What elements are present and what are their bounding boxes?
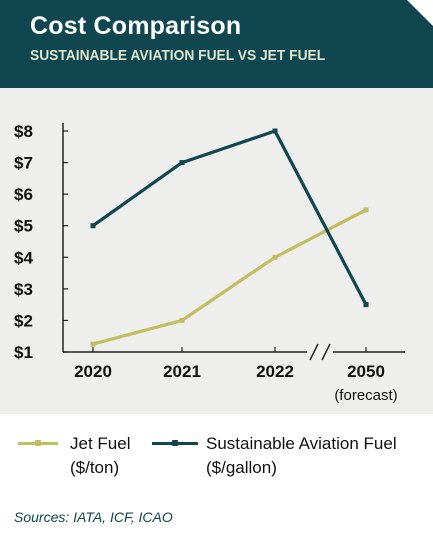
data-point-saf [272, 128, 278, 134]
legend-swatch-jet-fuel [18, 440, 58, 446]
y-tick-label: $3 [14, 280, 33, 299]
data-point-saf [90, 223, 96, 229]
data-point-jet-fuel [179, 317, 185, 323]
header-banner: Cost Comparison SUSTAINABLE AVIATION FUE… [0, 0, 433, 88]
legend-sublabel-saf: ($/gallon) [206, 458, 277, 477]
data-point-jet-fuel [90, 341, 96, 347]
y-tick-label: $5 [14, 217, 33, 236]
data-point-jet-fuel [272, 254, 278, 260]
x-tick-sublabel: (forecast) [334, 387, 397, 404]
axis-break-mark [321, 343, 331, 361]
x-tick-label: 2050 [347, 362, 385, 381]
plot-panel [0, 88, 433, 414]
sources-note: Sources: IATA, ICF, ICAO [14, 509, 173, 525]
line-chart: $1 $2 $3 $4 $5 $6 $7 $8 2020 2021 2022 2050 (forecas… [14, 122, 405, 404]
y-tick-label: $4 [14, 248, 33, 267]
legend: Jet Fuel ($/ton) Sustainable Aviation Fu… [0, 414, 433, 494]
x-tick-label: 2021 [163, 362, 201, 381]
data-point-saf [179, 160, 185, 166]
data-point-jet-fuel [363, 207, 369, 213]
y-tick-label: $8 [14, 122, 33, 141]
y-tick-label: $2 [14, 311, 33, 330]
y-tick-label: $7 [14, 154, 33, 173]
legend-label-jet-fuel: Jet Fuel [70, 434, 131, 453]
axis-break-mark [309, 343, 319, 361]
x-tick-label: 2020 [74, 362, 112, 381]
legend-sublabel-jet-fuel: ($/ton) [70, 458, 120, 477]
y-tick-label: $6 [14, 185, 33, 204]
series-line-saf [92, 129, 368, 306]
x-tick-label: 2022 [256, 362, 294, 381]
chart-subtitle: SUSTAINABLE AVIATION FUEL VS JET FUEL [30, 47, 326, 64]
chart-title: Cost Comparison [30, 12, 242, 40]
legend-swatch-saf [152, 440, 198, 446]
data-point-saf [363, 302, 369, 308]
legend-label-saf: Sustainable Aviation Fuel [206, 434, 397, 453]
y-tick-label: $1 [14, 343, 33, 362]
series-line-jet-fuel [92, 208, 367, 346]
